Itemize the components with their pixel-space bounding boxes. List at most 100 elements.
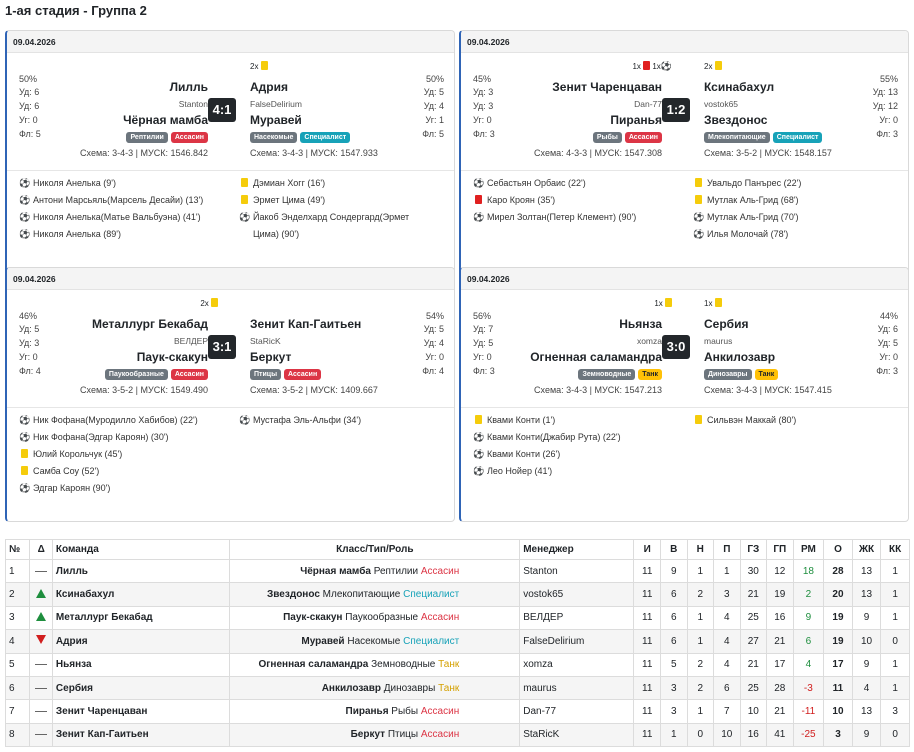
table-row[interactable]: 1 Лилль Чёрная мамба Рептилии Ассасин Stant… — [4, 558, 910, 584]
match-card[interactable]: 09.04.2026 56% Уд: 7 Уд: 5 Уг: 0 Фл: 3 44% Уд: … — [459, 267, 909, 522]
away-badges: Динозавры Танк — [704, 369, 781, 380]
away-event: ⚽ Мутлак Аль-Грид (70') — [693, 212, 799, 223]
stat-cell: 9 — [660, 558, 688, 584]
type-name: Рыбы — [388, 706, 421, 718]
home-stat: Уд: 6 — [19, 101, 40, 111]
home-team-name[interactable]: Лилль — [169, 80, 208, 94]
yellow-cards-cell: 4 — [851, 675, 882, 701]
home-cards-summary: 2x — [200, 298, 218, 308]
stat-cell: 12 — [766, 558, 794, 584]
home-manager[interactable]: Dan-77 — [634, 99, 662, 109]
stat-cell: 21 — [739, 652, 768, 677]
yellow-cards-cell: 9 — [851, 652, 882, 677]
match-score[interactable]: 3:1 — [208, 335, 236, 359]
delta-cell — [29, 582, 53, 607]
manager-cell[interactable]: vostok65 — [519, 582, 635, 607]
manager-cell[interactable]: Dan-77 — [519, 699, 635, 724]
class-name: Беркут — [350, 729, 386, 741]
table-row[interactable]: 6 Сербия Анкилозавр Динозавры Танк maurus 11… — [4, 675, 910, 701]
away-event: ⚽ Илья Молочай (78') — [693, 229, 788, 240]
rank-cell: 3 — [4, 605, 31, 631]
away-team-name[interactable]: Зенит Кап-Гаитьен — [250, 317, 362, 331]
goal-diff-cell: -25 — [792, 722, 825, 748]
home-team-name[interactable]: Металлург Бекабад — [91, 317, 208, 331]
home-manager[interactable]: Stanton — [178, 99, 208, 109]
team-cell[interactable]: Ньянза — [51, 652, 231, 677]
manager-cell[interactable]: StaRicK — [519, 722, 635, 748]
no-change-icon — [35, 710, 48, 712]
home-stat: Уд: 3 — [19, 338, 40, 348]
role-name: Ассасин — [420, 706, 460, 718]
match-score[interactable]: 1:2 — [662, 98, 690, 122]
team-cell[interactable]: Сербия — [51, 675, 231, 701]
stat-cell: 4 — [713, 652, 741, 677]
delta-cell — [29, 699, 53, 724]
card-shape — [695, 415, 702, 424]
stat-cell: 2 — [686, 675, 715, 701]
event-text: Квами Конти (1') — [487, 415, 556, 425]
yellow-card-count: 1x — [704, 299, 715, 308]
away-stat: Уг: 1 — [425, 115, 444, 125]
match-score[interactable]: 4:1 — [208, 98, 236, 122]
stat-cell: 11 — [633, 675, 661, 701]
home-manager[interactable]: ВЕЛДЕР — [173, 336, 208, 346]
team-cell[interactable]: Ксинабахул — [51, 582, 231, 607]
red-card-count: 1x — [632, 62, 644, 71]
match-card[interactable]: 09.04.2026 50% Уд: 6 Уд: 6 Уг: 0 Фл: 5 50% Уд: … — [5, 30, 455, 285]
stat-cell: 19 — [766, 582, 794, 607]
away-stat: Уд: 13 — [872, 87, 898, 97]
stat-cell: 11 — [633, 582, 661, 607]
event-text: Антони Марсьяль(Марсель Десайи) (13') — [33, 195, 204, 205]
team-cell[interactable]: Адрия — [51, 629, 231, 654]
home-team-name[interactable]: Ньянза — [619, 317, 662, 331]
col-9: ГЗ — [739, 539, 768, 560]
match-card[interactable]: 09.04.2026 45% Уд: 3 Уд: 3 Уг: 0 Фл: 3 55% Уд: … — [459, 30, 909, 285]
away-team-name[interactable]: Адрия — [250, 80, 288, 94]
home-stat: Уг: 0 — [473, 115, 492, 125]
home-event: ⚽ Николя Анелька (89') — [19, 229, 121, 240]
team-cell[interactable]: Зенит Кап-Гаитьен — [51, 722, 231, 748]
table-row[interactable]: 2 Ксинабахул Звездонос Млекопитающие Специ… — [4, 582, 910, 607]
table-row[interactable]: 3 Металлург Бекабад Паук-скакун Паукообраз… — [4, 605, 910, 631]
team-cell[interactable]: Металлург Бекабад — [51, 605, 231, 631]
table-row[interactable]: 7 Зенит Чаренцаван Пиранья Рыбы Ассасин Dan… — [4, 699, 910, 724]
manager-cell[interactable]: xomza — [519, 652, 635, 677]
event-text: Ник Фофана(Муродилло Хабибов) (22') — [33, 415, 198, 425]
manager-cell[interactable]: ВЕЛДЕР — [519, 605, 635, 631]
event-text: Николя Анелька(Матье Вальбуэна) (41') — [33, 212, 201, 222]
away-manager[interactable]: StaRicK — [250, 336, 281, 346]
table-row[interactable]: 8 Зенит Кап-Гаитьен Беркут Птицы Ассасин St… — [4, 722, 910, 748]
home-formation: Схема: 3-4-3 | МУСК: 1547.213 — [534, 385, 662, 395]
points-cell: 17 — [823, 652, 853, 677]
manager-cell[interactable]: Stanton — [519, 558, 635, 584]
away-manager[interactable]: vostok65 — [704, 99, 739, 109]
home-event: ⚽ Мирел Золтан(Петер Клемент) (90') — [473, 212, 636, 223]
event-text: Квами Конти (26') — [487, 449, 561, 459]
match-card[interactable]: 09.04.2026 46% Уд: 5 Уд: 3 Уг: 0 Фл: 4 54% Уд: … — [5, 267, 455, 522]
away-team-name[interactable]: Сербия — [704, 317, 749, 331]
event-text: Мустафа Эль-Альфи (34') — [253, 415, 362, 425]
table-row[interactable]: 5 Ньянза Огненная саламандра Земноводные Т… — [4, 652, 910, 677]
home-manager[interactable]: xomza — [636, 336, 662, 346]
team-cell[interactable]: Лилль — [51, 558, 231, 584]
away-manager[interactable]: maurus — [704, 336, 733, 346]
home-event: ⚽ Эдгар Кароян (90') — [19, 483, 110, 494]
away-manager[interactable]: FalseDelirium — [250, 99, 302, 109]
stat-cell: 6 — [660, 629, 688, 654]
away-team-name[interactable]: Ксинабахул — [704, 80, 775, 94]
no-change-icon — [35, 570, 48, 572]
role-name: Ассасин — [420, 729, 460, 741]
table-row[interactable]: 4 Адрия Муравей Насекомые Специалист FalseD… — [4, 629, 910, 654]
team-cell[interactable]: Зенит Чаренцаван — [51, 699, 231, 724]
stat-cell: 17 — [766, 652, 794, 677]
home-team-name[interactable]: Зенит Чаренцаван — [552, 80, 662, 94]
stat-cell: 28 — [766, 675, 794, 701]
type-name: Динозавры — [380, 682, 439, 694]
away-stat: Уд: 5 — [877, 338, 898, 348]
match-score[interactable]: 3:0 — [662, 335, 690, 359]
manager-cell[interactable]: FalseDelirium — [519, 629, 635, 654]
goal-count: 1x — [650, 62, 661, 71]
badge-Специалист: Специалист — [772, 132, 823, 143]
manager-cell[interactable]: maurus — [519, 675, 635, 701]
home-badges: Рептилии Ассасин — [126, 132, 211, 143]
